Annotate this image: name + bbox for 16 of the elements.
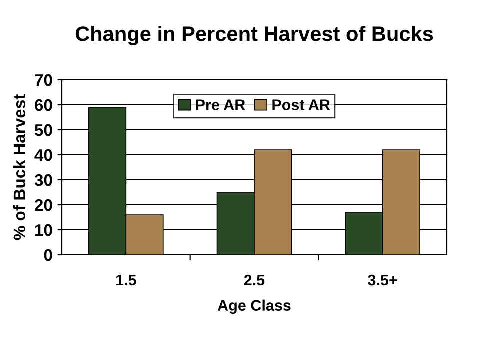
y-tick-label: 10: [35, 224, 52, 236]
y-tick-label: 50: [34, 124, 52, 136]
y-tick-label: 30: [34, 174, 52, 186]
legend-label: Post AR: [272, 100, 330, 110]
y-axis-title: % of Buck Harvest: [13, 94, 26, 240]
legend-label: Pre AR: [196, 100, 246, 110]
y-tick-label: 60: [35, 99, 52, 112]
x-tick-label: 3.5+: [368, 274, 398, 286]
y-tick-label: 70: [35, 74, 52, 86]
y-tick-label: 0: [44, 249, 52, 262]
y-tick-label: 20: [35, 199, 52, 212]
x-tick-label: 1.5: [116, 275, 136, 286]
x-tick-label: 2.5: [244, 274, 265, 286]
y-tick-label: 40: [34, 149, 52, 162]
chart-title: Change in Percent Harvest of Bucks: [76, 26, 434, 46]
x-axis-title: Age Class: [218, 300, 291, 314]
